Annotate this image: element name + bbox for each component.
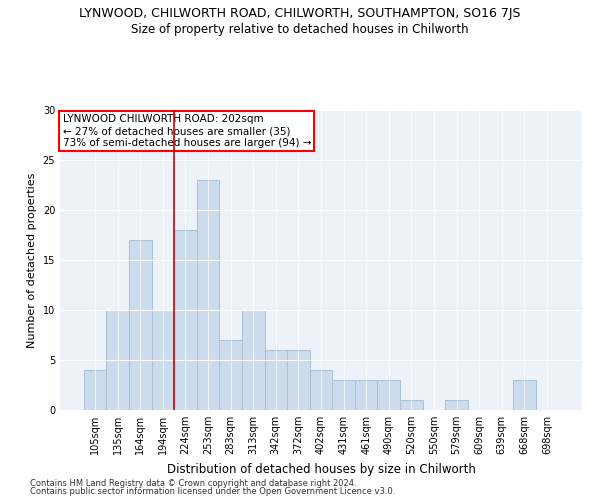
Bar <box>106 310 129 410</box>
Bar <box>197 180 220 410</box>
X-axis label: Distribution of detached houses by size in Chilworth: Distribution of detached houses by size … <box>167 462 475 475</box>
Text: Contains HM Land Registry data © Crown copyright and database right 2024.: Contains HM Land Registry data © Crown c… <box>30 478 356 488</box>
Bar <box>513 380 536 410</box>
Bar <box>400 400 422 410</box>
Bar <box>265 350 287 410</box>
Bar <box>174 230 197 410</box>
Text: LYNWOOD, CHILWORTH ROAD, CHILWORTH, SOUTHAMPTON, SO16 7JS: LYNWOOD, CHILWORTH ROAD, CHILWORTH, SOUT… <box>79 8 521 20</box>
Bar <box>310 370 332 410</box>
Bar <box>355 380 377 410</box>
Bar <box>287 350 310 410</box>
Bar <box>332 380 355 410</box>
Text: LYNWOOD CHILWORTH ROAD: 202sqm
← 27% of detached houses are smaller (35)
73% of : LYNWOOD CHILWORTH ROAD: 202sqm ← 27% of … <box>62 114 311 148</box>
Bar <box>242 310 265 410</box>
Text: Contains public sector information licensed under the Open Government Licence v3: Contains public sector information licen… <box>30 487 395 496</box>
Bar <box>129 240 152 410</box>
Text: Size of property relative to detached houses in Chilworth: Size of property relative to detached ho… <box>131 22 469 36</box>
Bar <box>152 310 174 410</box>
Bar <box>220 340 242 410</box>
Bar <box>445 400 468 410</box>
Bar <box>84 370 106 410</box>
Bar <box>377 380 400 410</box>
Y-axis label: Number of detached properties: Number of detached properties <box>27 172 37 348</box>
